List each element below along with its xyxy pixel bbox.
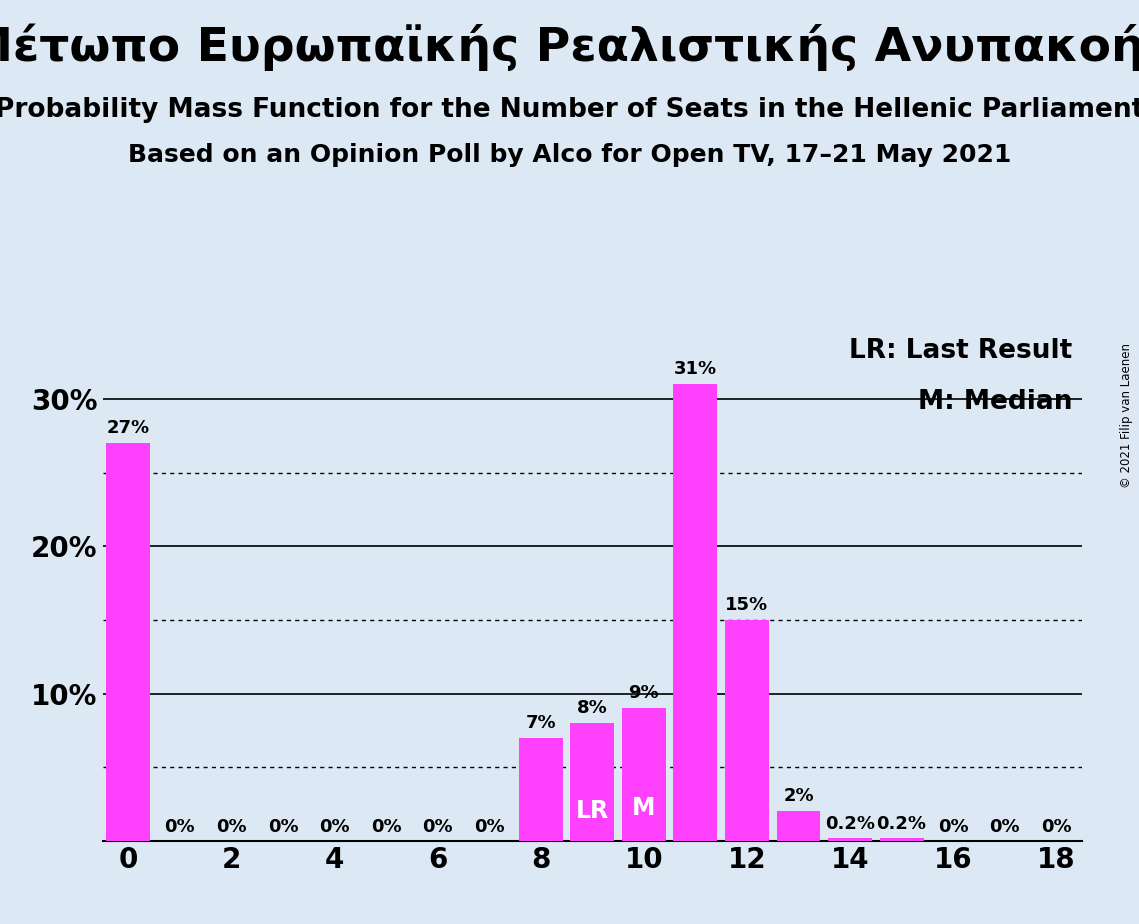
- Text: 0%: 0%: [474, 819, 505, 836]
- Text: M: Median: M: Median: [918, 388, 1072, 415]
- Bar: [673, 384, 718, 841]
- Text: 0%: 0%: [371, 819, 401, 836]
- Bar: [726, 620, 769, 841]
- Text: 9%: 9%: [629, 685, 659, 702]
- Text: Based on an Opinion Poll by Alco for Open TV, 17–21 May 2021: Based on an Opinion Poll by Alco for Ope…: [128, 143, 1011, 167]
- Text: 0%: 0%: [319, 819, 350, 836]
- Bar: [518, 737, 563, 841]
- Bar: [571, 723, 614, 841]
- Bar: [879, 838, 924, 841]
- Bar: [106, 444, 150, 841]
- Text: 0%: 0%: [1041, 819, 1072, 836]
- Text: 0%: 0%: [423, 819, 453, 836]
- Bar: [622, 709, 665, 841]
- Text: 0%: 0%: [990, 819, 1021, 836]
- Text: 8%: 8%: [577, 699, 607, 717]
- Text: 0.2%: 0.2%: [825, 816, 875, 833]
- Text: 31%: 31%: [674, 360, 716, 378]
- Text: © 2021 Filip van Laenen: © 2021 Filip van Laenen: [1121, 344, 1133, 488]
- Text: 2%: 2%: [784, 787, 813, 806]
- Bar: [777, 811, 820, 841]
- Bar: [828, 838, 872, 841]
- Text: 0%: 0%: [164, 819, 195, 836]
- Text: 15%: 15%: [726, 596, 769, 614]
- Text: Probability Mass Function for the Number of Seats in the Hellenic Parliament: Probability Mass Function for the Number…: [0, 97, 1139, 123]
- Text: 0%: 0%: [937, 819, 968, 836]
- Text: Μέτωπο Ευρωπαϊκής Ρεαλιστικής Ανυπακοής: Μέτωπο Ευρωπαϊκής Ρεαλιστικής Ανυπακοής: [0, 23, 1139, 70]
- Text: LR: Last Result: LR: Last Result: [849, 337, 1072, 364]
- Text: LR: LR: [575, 799, 609, 823]
- Text: M: M: [632, 796, 656, 820]
- Text: 7%: 7%: [525, 714, 556, 732]
- Text: 27%: 27%: [107, 419, 150, 437]
- Text: 0.2%: 0.2%: [877, 816, 927, 833]
- Text: 0%: 0%: [216, 819, 247, 836]
- Text: 0%: 0%: [268, 819, 298, 836]
